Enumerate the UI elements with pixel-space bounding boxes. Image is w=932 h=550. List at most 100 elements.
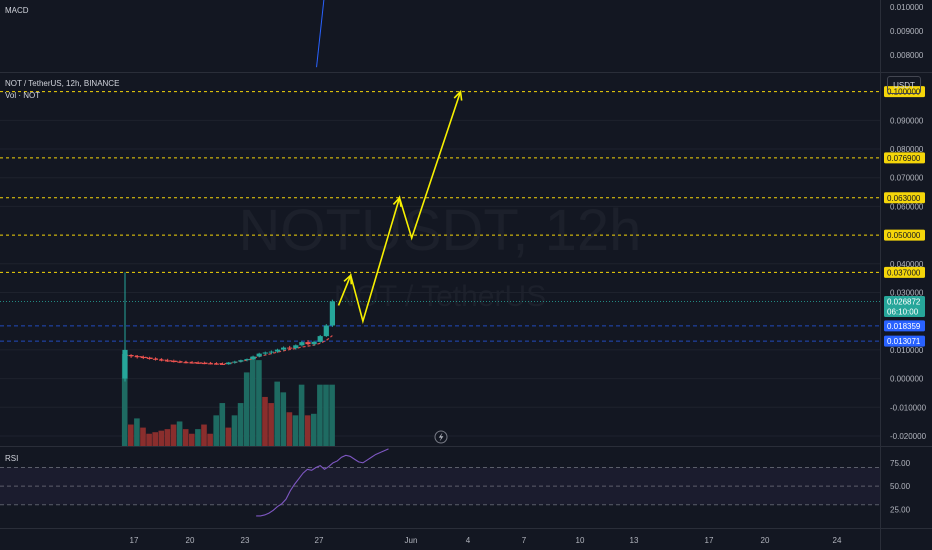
price-tag-label: 0.100000 [887, 88, 921, 97]
candle-body [244, 359, 250, 361]
lightning-icon[interactable] [434, 430, 448, 444]
rsi-tick-label: 75.00 [890, 459, 911, 468]
volume-bar [164, 429, 171, 446]
candle-body [165, 360, 171, 362]
macd-pane [316, 0, 325, 68]
rsi-line [256, 448, 389, 517]
rsi-band [0, 467, 880, 505]
candle-body [305, 342, 311, 345]
volume-bar [323, 384, 329, 446]
volume-bar [225, 427, 232, 446]
candle-body [329, 301, 335, 326]
candle-body [281, 347, 287, 350]
candle-body [201, 363, 207, 365]
time-tick-label: 23 [241, 536, 250, 545]
candle-body [146, 357, 152, 359]
candle-body [268, 351, 274, 353]
rsi-tick-label: 50.00 [890, 482, 911, 491]
candle-body [311, 341, 317, 345]
price-tick-label: 0.030000 [890, 288, 924, 297]
projection-path[interactable] [337, 89, 463, 325]
candle-body [128, 355, 134, 357]
candle-body [195, 362, 201, 364]
candle-body [250, 356, 256, 360]
time-axis[interactable]: 17 20 23 27 Jun 4 7 10 13 17 20 24 [130, 536, 842, 545]
volume-bar [207, 433, 213, 446]
volume-bar [317, 384, 323, 446]
currency-button[interactable]: USDT [887, 76, 921, 94]
symbol-title[interactable]: NOT / TetherUS, 12h, BINANCE [5, 79, 120, 88]
price-tick-label: -0.010000 [890, 403, 927, 412]
price-tag-label: 0.018359 [887, 322, 921, 331]
price-tick-label: -0.020000 [890, 432, 927, 441]
volume-bar [158, 430, 165, 446]
candle-body [189, 362, 195, 364]
price-tag-bg [884, 266, 925, 278]
rsi-pane [0, 448, 880, 517]
time-tick-label: 20 [761, 536, 770, 545]
candle-body [262, 352, 268, 354]
volume-bar [146, 433, 152, 446]
candle-body [287, 347, 293, 349]
price-tag-bg [884, 86, 925, 98]
price-tag-bg [884, 295, 925, 317]
candle-body [323, 325, 329, 337]
volume-bar [189, 433, 195, 446]
time-tick-label: 4 [466, 536, 471, 545]
candle-body [134, 356, 140, 358]
volume-bar [329, 384, 335, 446]
candle-body [232, 361, 238, 363]
candle-body [238, 360, 244, 362]
price-tick-label: 0.040000 [890, 260, 924, 269]
price-tag-countdown: 06:10:00 [887, 307, 919, 316]
candle-body [177, 361, 183, 363]
volume-label[interactable]: Vol · NOT [5, 91, 41, 100]
volume-bar [170, 424, 177, 446]
candle-body [152, 358, 159, 360]
price-tag-label: 0.076900 [887, 154, 921, 163]
volume-bar [274, 381, 280, 446]
candle-body [122, 349, 128, 379]
time-tick-label: 24 [833, 536, 842, 545]
price-axis[interactable]: 0.090000 0.080000 0.070000 0.060000 0.040000… [890, 3, 927, 514]
volume-bar [201, 424, 207, 446]
candle-body [140, 357, 146, 359]
rsi-tick-label: 25.00 [890, 505, 911, 514]
volume-bar [250, 357, 256, 446]
candle-body [171, 361, 177, 363]
time-tick-label: 17 [705, 536, 714, 545]
price-tag-bg [884, 320, 925, 332]
time-tick-label: 13 [630, 536, 639, 545]
macd-label[interactable]: MACD [5, 6, 29, 15]
price-tick-label: 0.000000 [890, 375, 924, 384]
time-tick-label: Jun [405, 536, 418, 545]
time-tick-label: 27 [315, 536, 324, 545]
time-tick-label: 20 [186, 536, 195, 545]
candle-body [159, 359, 165, 361]
watermark-sub: NOT / TetherUS [334, 280, 546, 313]
time-tick-label: 7 [522, 536, 527, 545]
candle-body [207, 363, 213, 365]
volume-bar [213, 415, 219, 446]
macd-line [316, 0, 325, 68]
candle-body [213, 363, 220, 365]
projection-arrowhead [453, 89, 463, 101]
volume-bar [121, 354, 128, 446]
volume-bar [219, 403, 226, 446]
volume-bar [298, 384, 305, 446]
volume-bar [237, 403, 244, 446]
candle-body [317, 336, 323, 342]
candle-body [183, 362, 189, 364]
price-tag-label: 0.063000 [887, 194, 921, 203]
horizontal-levels [0, 91, 880, 342]
volume-bar [182, 429, 189, 446]
rsi-label[interactable]: RSI [5, 454, 19, 463]
projection-arrowhead [343, 273, 353, 285]
price-tag-bg [884, 192, 925, 204]
price-tags: 0.100000 0.076900 0.063000 0.050000 0.037000… [884, 86, 925, 347]
volume-bar [176, 421, 183, 446]
volume-bar [262, 396, 268, 446]
price-tag-label: 0.026872 [887, 297, 921, 306]
volume-bar [311, 413, 317, 446]
